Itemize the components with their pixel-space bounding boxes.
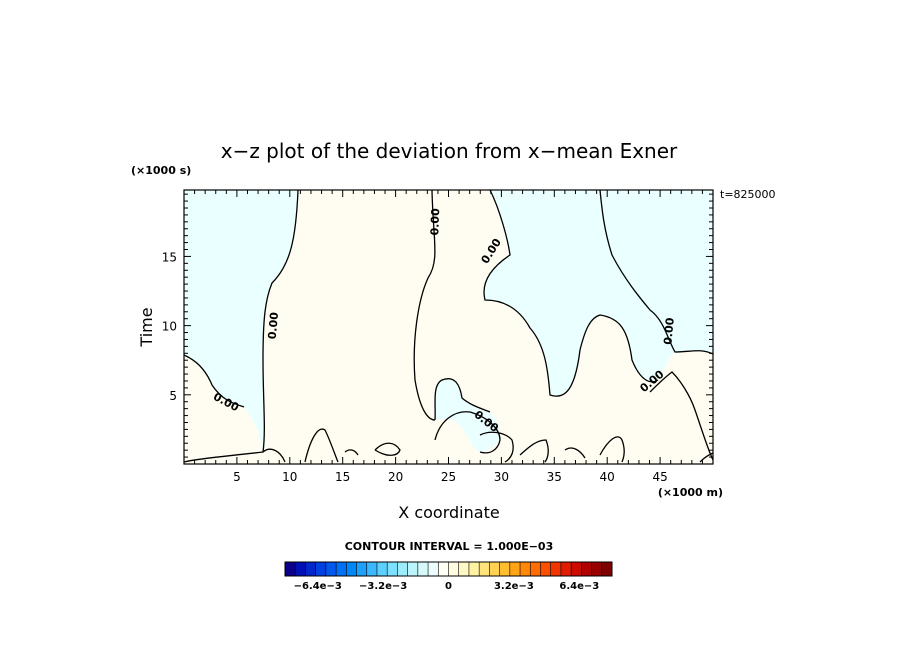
contour-line-8 [183, 448, 286, 463]
contour-line-15 [599, 436, 625, 463]
y-tick-label: 10 [162, 320, 177, 334]
x-tick-label: 5 [233, 470, 241, 484]
colorbar-cell [581, 562, 592, 576]
colorbar-cell [295, 562, 306, 576]
x-tick-label: 30 [494, 470, 509, 484]
colorbar-cell [499, 562, 511, 576]
contour-line-14 [564, 447, 586, 459]
contour-line-3 [483, 189, 659, 397]
colorbar-cell [468, 562, 480, 576]
x-tick-labels: 5 10 15 20 25 30 35 40 45 [233, 470, 668, 484]
y-tick-labels: 5 10 15 [162, 250, 177, 402]
colorbar-labels: −6.4e−3 −3.2e−3 0 3.2e−3 6.4e−3 [294, 581, 600, 592]
colorbar-cell [479, 562, 490, 576]
axis-ticks [184, 190, 713, 464]
colorbar-cell [550, 562, 562, 576]
colorbar-cell [366, 562, 378, 576]
x-tick-label: 45 [652, 470, 667, 484]
y-axis-label: Time [137, 307, 156, 347]
x-tick-label: 35 [547, 470, 562, 484]
x-tick-label: 25 [441, 470, 456, 484]
contour-line-11 [374, 442, 401, 456]
colorbar-cell [428, 562, 439, 576]
colorbar-cell [285, 562, 296, 576]
colorbar-tick-label: −3.2e−3 [359, 581, 407, 592]
colorbar-cell [448, 562, 460, 576]
plot-area: 0.000.000.000.000.000.000.00 [183, 189, 714, 465]
colorbar-cell [571, 562, 582, 576]
contour-line-9 [304, 428, 339, 463]
colorbar-cell [407, 562, 419, 576]
contour-line-6 [599, 189, 714, 355]
colorbar-cell [336, 562, 347, 576]
x-tick-label: 40 [600, 470, 615, 484]
x-tick-label: 10 [282, 470, 297, 484]
time-stamp: t=825000 [720, 188, 776, 201]
negative-region-right [600, 190, 713, 354]
contour-label-text: 0.00 [661, 317, 676, 346]
positive-region-main [184, 190, 713, 464]
colorbar [284, 561, 613, 577]
colorbar-cell [601, 562, 613, 576]
positive-regions [184, 190, 713, 464]
colorbar-cell [387, 562, 398, 576]
contour-line-5 [434, 411, 501, 454]
contour-line-2 [413, 189, 436, 421]
contour-line-0 [262, 189, 299, 453]
y-tick-label: 15 [162, 250, 177, 264]
colorbar-cell [438, 562, 449, 576]
colorbar-cell [356, 562, 368, 576]
colorbar-cell [305, 562, 316, 576]
contour-line-13 [519, 439, 549, 463]
colorbar-cell [346, 562, 357, 576]
y-unit-label: (×1000 s) [131, 164, 191, 177]
colorbar-cell [397, 562, 408, 576]
colorbar-frame [284, 561, 613, 577]
contour-line-10 [344, 449, 359, 456]
contour-line-4 [434, 378, 491, 421]
contour-label-1: 0.00 [266, 311, 281, 340]
chart-title: x−z plot of the deviation from x−mean Ex… [221, 139, 678, 163]
contour-interval-label: CONTOUR INTERVAL = 1.000E−03 [345, 540, 554, 553]
colorbar-cell [591, 562, 603, 576]
x-axis-label: X coordinate [398, 503, 499, 522]
colorbar-cell [458, 562, 470, 576]
colorbar-cell [530, 562, 541, 576]
colorbar-cell [489, 562, 500, 576]
colorbar-cell [520, 562, 531, 576]
x-tick-label: 15 [335, 470, 350, 484]
colorbar-cell [417, 562, 429, 576]
colorbar-cell [509, 562, 521, 576]
x-tick-label: 20 [388, 470, 403, 484]
colorbar-tick-label: −6.4e−3 [294, 581, 342, 592]
contour-line-16 [699, 452, 714, 463]
contour-line-1 [183, 354, 245, 408]
contour-label-5: 0.00 [661, 317, 676, 346]
colorbar-cell [540, 562, 551, 576]
contour-label-text: 0.00 [266, 311, 281, 340]
colorbar-cell [560, 562, 572, 576]
colorbar-cell [376, 562, 388, 576]
colorbar-tick-label: 6.4e−3 [559, 581, 599, 592]
contour-line-12 [479, 431, 514, 463]
colorbar-tick-label: 0 [445, 581, 452, 592]
y-tick-label: 5 [169, 389, 177, 403]
x-unit-label: (×1000 m) [658, 486, 723, 499]
zero-contours [183, 189, 714, 463]
positive-region-left [184, 355, 263, 460]
contour-label-2: 0.00 [428, 208, 442, 236]
colorbar-cell [315, 562, 327, 576]
contour-label-text: 0.00 [428, 208, 442, 236]
contour-line-7 [649, 371, 714, 461]
colorbar-tick-label: 3.2e−3 [494, 581, 534, 592]
colorbar-cell [325, 562, 337, 576]
